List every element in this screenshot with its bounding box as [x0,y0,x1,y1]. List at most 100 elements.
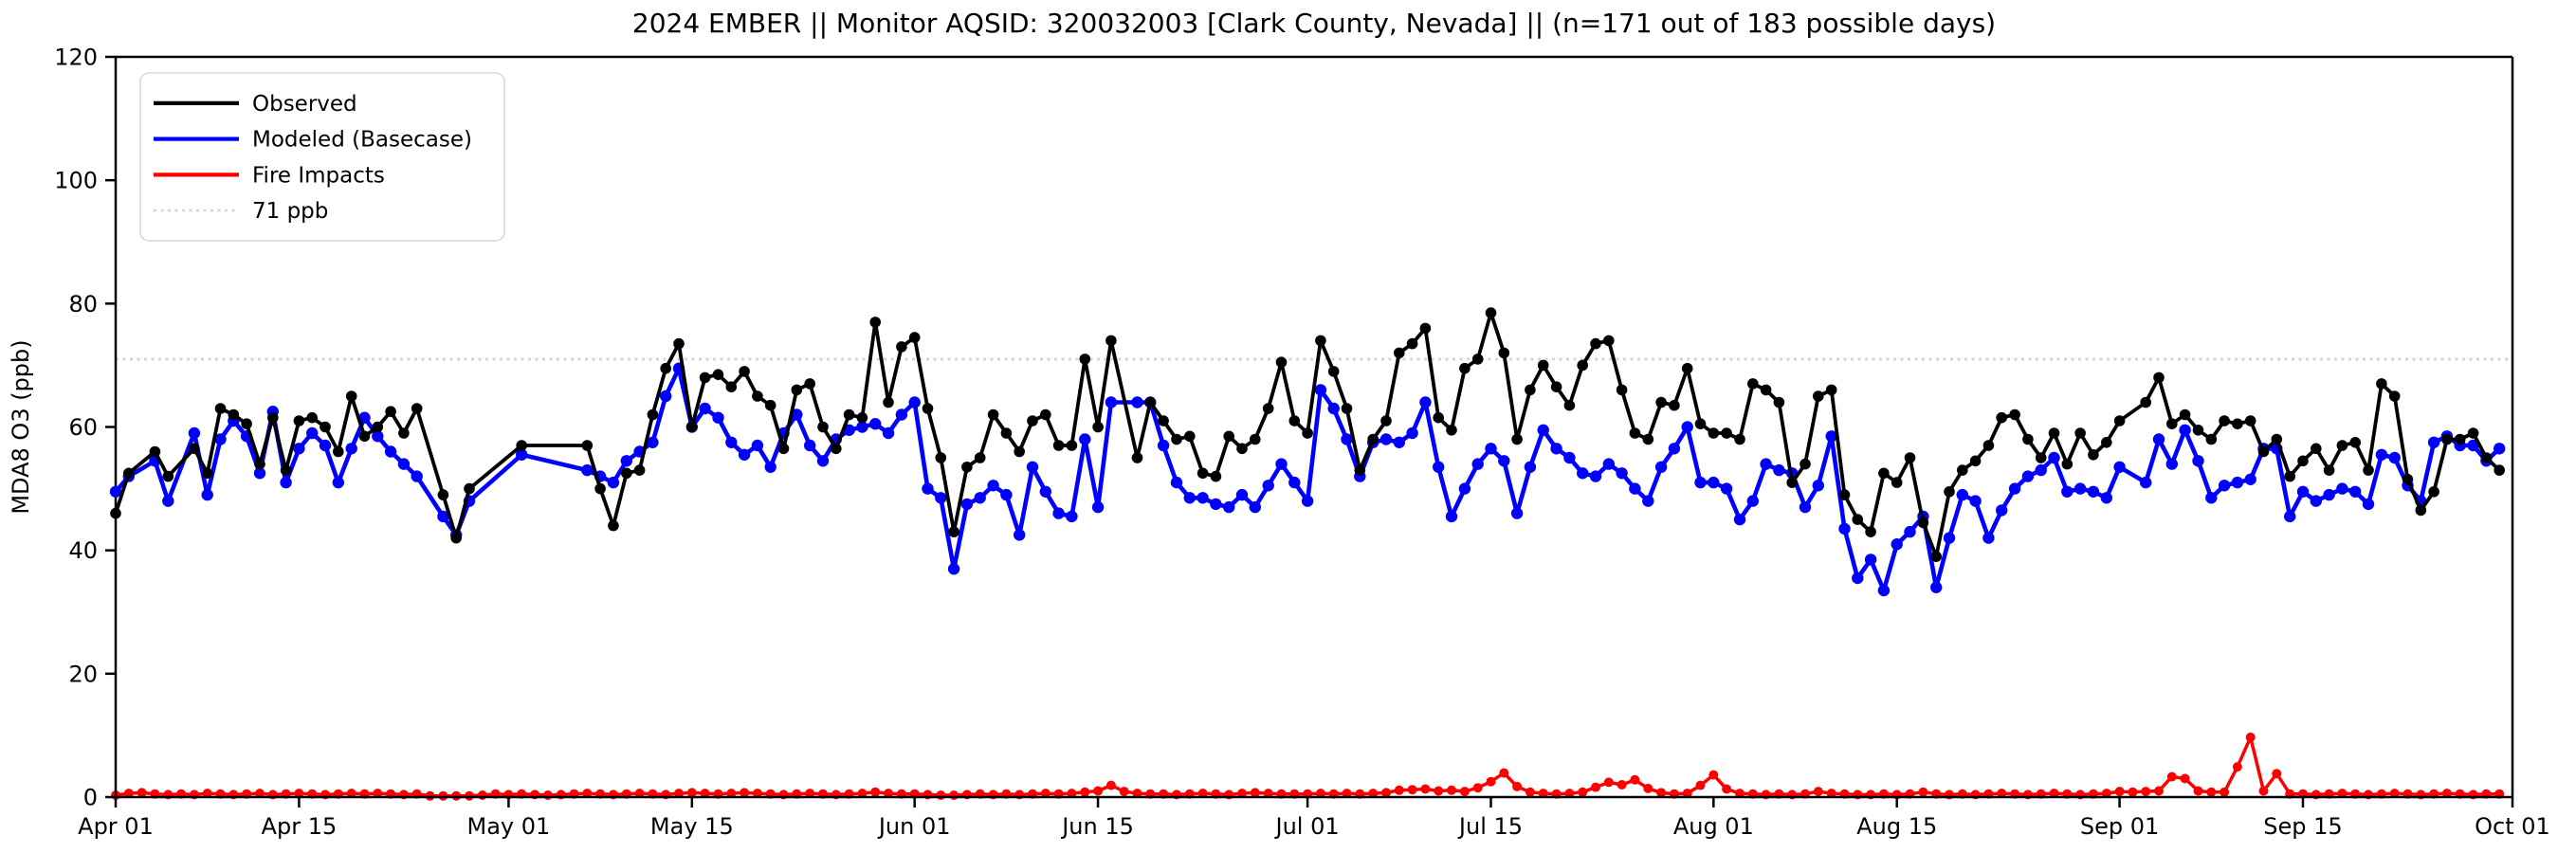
modeled-point [1589,470,1602,482]
fire-impacts-point [2166,771,2177,782]
observed-point [2048,427,2060,439]
observed-point [123,467,135,480]
fire-impacts-point [425,790,435,801]
observed-point [372,421,384,433]
modeled-point [987,480,999,492]
fire-impacts-point [1591,782,1600,792]
legend-item-modeled-basecase-: Modeled (Basecase) [154,128,472,153]
modeled-point [1642,495,1654,507]
modeled-point [1485,443,1497,455]
modeled-point [2021,470,2035,482]
modeled-point [2231,476,2244,489]
modeled-point [1930,581,1943,593]
modeled-point [2375,448,2388,461]
observed-point [1275,356,1288,369]
observed-point [241,418,252,430]
fire-impacts-point [1630,774,1640,785]
modeled-point [856,421,868,433]
fire-impacts-point [1459,787,1470,797]
observed-point [1315,335,1326,347]
observed-point [1131,452,1143,463]
observed-point [2113,415,2126,426]
fire-impacts-point [726,789,737,799]
fire-impacts-point [2049,789,2059,799]
modeled-point [2310,495,2322,507]
observed-point [1092,421,1104,433]
legend-label: Modeled (Basecase) [252,128,472,153]
observed-point [2219,415,2230,426]
fire-impacts-point [700,789,710,799]
fire-impacts-point [2101,789,2111,799]
modeled-point [1602,458,1616,470]
observed-point [464,482,475,495]
observed-point [1852,514,1864,525]
observed-point [594,482,606,495]
observed-point [752,390,763,402]
observed-point [948,526,959,537]
modeled-point [358,411,371,424]
observed-point [1865,526,1876,537]
modeled-point [882,426,895,440]
observed-point [633,464,646,476]
fire-impacts-point [2389,789,2400,799]
modeled-point [2388,451,2401,464]
fire-impacts-point [2128,787,2138,797]
modeled-point [1733,513,1746,526]
modeled-point [699,402,711,415]
observed-point [686,421,698,433]
modeled-point [647,436,659,448]
observed-point [1996,411,2007,424]
observed-point [1367,433,1379,445]
fire-impacts-point [202,789,212,799]
modeled-point [1563,451,1576,464]
observed-point [2311,443,2322,455]
observed-point [1171,433,1182,445]
observed-point [189,443,200,455]
observed-point [2467,427,2479,439]
modeled-point [947,563,960,575]
fire-impacts-point [1315,789,1325,799]
y-tick-label: 120 [54,45,98,71]
modeled-point [935,492,947,504]
observed-point [1734,433,1745,445]
fire-impacts-point [294,789,304,799]
observed-point [1878,467,1890,480]
observed-point [974,452,986,463]
observed-point [358,430,371,443]
modeled-point [2284,510,2296,523]
x-tick-label: Apr 15 [262,813,338,840]
observed-point [922,403,934,414]
observed-point [699,372,711,384]
x-tick-label: Jun 15 [1060,813,1134,840]
observed-point [1773,396,1785,408]
observed-point [2232,418,2243,430]
observed-point [1563,399,1576,411]
modeled-point [1982,532,1995,544]
fire-impacts-point [1564,789,1575,799]
modeled-point [1249,500,1262,514]
modeled-point [1956,488,1968,501]
observed-point [411,403,423,414]
modeled-point [1314,384,1327,396]
modeled-point [1708,476,1720,489]
observed-point [2284,470,2295,482]
modeled-point [1799,500,1812,514]
observed-point [2101,437,2112,448]
fire-impacts-point [1617,780,1627,789]
modeled-point [1852,572,1864,585]
modeled-point [1131,396,1143,408]
modeled-point [306,426,319,440]
fire-impacts-point [686,788,697,798]
modeled-point [1327,402,1340,415]
modeled-point [188,426,201,440]
fire-impacts-point [936,790,946,800]
modeled-point [1864,554,1877,566]
observed-point [2166,418,2178,430]
fire-impacts-point [949,790,959,800]
modeled-point [1996,504,2008,517]
modeled-point [1891,538,1903,551]
modeled-point [1197,492,1209,504]
observed-point [2192,425,2204,436]
observed-point [1485,307,1497,318]
modeled-point [1433,461,1445,473]
